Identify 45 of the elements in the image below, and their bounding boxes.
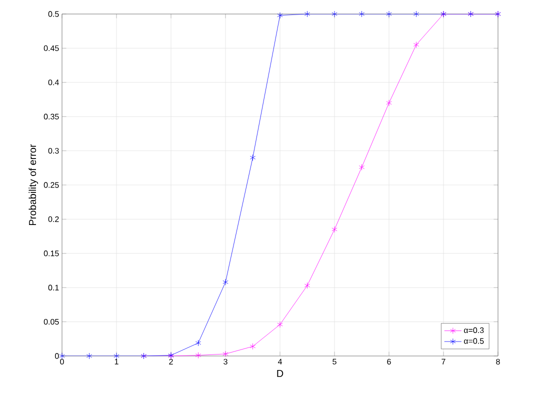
x-tick-label: 2: [169, 358, 173, 364]
point: [413, 42, 420, 48]
point: [332, 226, 338, 233]
y-axis-title: Probability of error: [28, 144, 38, 226]
point: [277, 321, 283, 328]
point: [195, 340, 202, 346]
point: [59, 352, 65, 360]
x-tick-label: 4: [278, 358, 282, 364]
x-axis-title: D: [277, 370, 284, 377]
x-tick-label: 8: [496, 358, 500, 365]
y-tick-label: 0.05: [44, 318, 59, 325]
y-tick-label: 0.3: [48, 148, 59, 154]
point: [222, 350, 228, 358]
x-tick-label: 6: [387, 358, 391, 365]
point: [358, 10, 365, 18]
x-tick-label: 7: [442, 358, 446, 364]
y-tick-label: 0.1: [48, 284, 59, 290]
point: [386, 10, 392, 18]
point: [304, 10, 310, 18]
point: [332, 10, 338, 18]
point: [358, 164, 365, 170]
point: [250, 343, 256, 350]
point: [250, 154, 256, 161]
point: [413, 10, 420, 18]
y-tick-label: 0.45: [44, 45, 59, 52]
x-tick-label: 0: [60, 358, 64, 365]
x-tick-label: 3: [224, 358, 228, 365]
y-tick-label: 0.25: [44, 182, 59, 188]
y-tick-label: 0.15: [44, 250, 59, 256]
point: [86, 352, 92, 360]
y-tick-label: 0.35: [44, 114, 59, 120]
x-tick-label: 1: [114, 358, 118, 364]
point: [114, 352, 120, 360]
y-tick-label: 0.5: [48, 11, 59, 17]
point: [304, 282, 310, 289]
y-tick-label: 0: [55, 353, 59, 359]
legend-label: α=0.5: [464, 338, 484, 344]
y-tick-label: 0.4: [48, 80, 59, 86]
x-tick-label: 5: [332, 358, 336, 364]
point: [222, 278, 228, 286]
point: [277, 12, 283, 19]
legend-label: α=0.3: [464, 327, 484, 334]
point: [386, 100, 392, 106]
y-tick-label: 0.2: [48, 216, 59, 222]
point: [195, 352, 202, 358]
